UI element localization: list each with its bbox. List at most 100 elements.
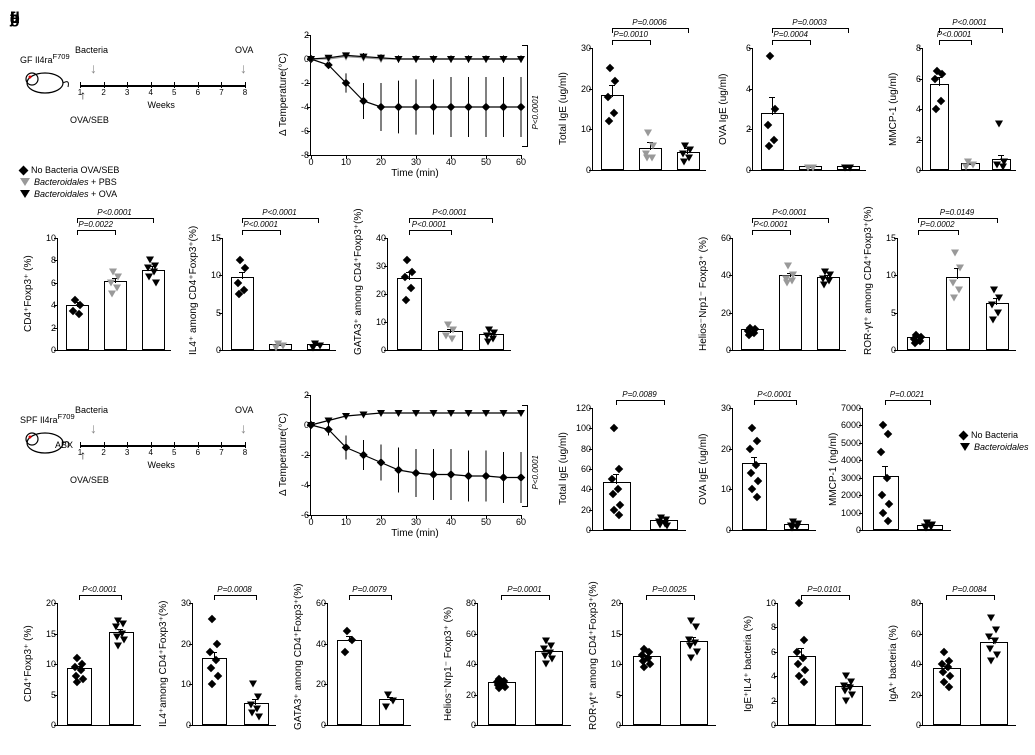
line-chart: -6-4-2020102030405060Δ Temperature(°C)Ti… xyxy=(280,380,530,540)
p-value: P<0.0001 xyxy=(531,95,540,129)
data-point xyxy=(316,343,324,350)
timeline-a xyxy=(80,85,245,87)
chart-svg xyxy=(311,395,521,515)
data-point xyxy=(846,164,854,171)
arrow-down-icon: ↓ xyxy=(90,420,97,436)
data-point xyxy=(820,281,828,288)
pval-bracket xyxy=(918,230,959,235)
week-number: 5 xyxy=(172,448,176,457)
arrow-up-icon: ↑ xyxy=(80,448,86,462)
bar-chart-d2: 051015P<0.0001P<0.0001 IL4⁺ among CD4⁺Fox… xyxy=(190,210,340,360)
bar-chart-d3: 010203040P<0.0001P<0.0001GATA3⁺ among CD… xyxy=(355,210,515,360)
legend-label: No Bacteria xyxy=(971,430,1018,440)
p-value: P<0.0001 xyxy=(531,455,540,489)
pval-bracket xyxy=(501,595,550,600)
data-point xyxy=(643,154,651,161)
p-value: P=0.0079 xyxy=(352,585,386,594)
bar-chart-h1: 05101520P<0.0001CD4⁺Foxp3⁺ (%) xyxy=(25,575,145,735)
data-point xyxy=(990,287,998,294)
data-point xyxy=(748,424,756,432)
p-value: P=0.0025 xyxy=(652,585,686,594)
timeline-f xyxy=(80,445,245,447)
y-axis-label: IgA⁺ bacteria (%) xyxy=(888,598,899,730)
week-number: 3 xyxy=(125,448,129,457)
data-point xyxy=(484,338,492,345)
data-point xyxy=(922,525,930,532)
legend-label: No Bacteria OVA/SEB xyxy=(31,165,119,175)
week-number: 6 xyxy=(196,448,200,457)
panel-label-j: j xyxy=(10,10,14,28)
data-point xyxy=(449,327,457,334)
data-point xyxy=(950,294,958,301)
data-point xyxy=(649,142,657,149)
y-axis-label: Total IgE (ug/ml) xyxy=(558,43,569,175)
p-value: P=0.0101 xyxy=(807,585,841,594)
bar xyxy=(788,656,816,725)
legend-label: Bacteroidales + PBS xyxy=(34,177,117,187)
pval-bracket xyxy=(79,595,123,600)
plot-area: 0204060P=0.0079 xyxy=(327,603,411,726)
data-point xyxy=(644,130,652,137)
abx-label: ABX xyxy=(55,440,73,450)
data-point xyxy=(686,146,694,153)
data-point xyxy=(114,642,122,649)
plot-area: 051015P<0.0001P<0.0001 xyxy=(222,238,336,351)
p-value: P=0.0006 xyxy=(632,18,666,27)
pval-bracket xyxy=(939,40,972,45)
data-point xyxy=(949,279,957,286)
plot-area: 010203040P<0.0001P<0.0001 xyxy=(387,238,511,351)
pval-bracket xyxy=(801,595,850,600)
pval-bracket xyxy=(77,218,154,223)
plot-area: 0102030P=0.0008 xyxy=(192,603,276,726)
data-point xyxy=(611,76,619,84)
bar-chart-d1: 0246810P=0.0022P<0.0001CD4⁺Foxp3⁺ (%) xyxy=(25,210,175,360)
pval-bracket xyxy=(772,28,849,33)
data-point xyxy=(687,654,695,661)
ova-seb-label: OVA/SEB xyxy=(70,475,109,485)
data-point xyxy=(753,436,761,444)
legend-label: Bacteroidales xyxy=(974,442,1029,452)
p-value: P<0.0001 xyxy=(82,585,116,594)
legend-marker-icon xyxy=(959,430,969,440)
bar-chart-e2: 051015P=0.0002P=0.0149ROR-γt⁺ among CD4⁺… xyxy=(865,210,1020,360)
data-point xyxy=(254,693,262,700)
week-number: 5 xyxy=(172,88,176,97)
spf-label: SPF Il4ra xyxy=(20,415,58,425)
pval-bracket xyxy=(772,40,812,45)
bar-chart-h2: 0102030P=0.0008IL4⁺among CD4⁺Foxp3⁺(%) xyxy=(160,575,280,735)
y-axis-label: IL4⁺ among CD4⁺Foxp3⁺(%) xyxy=(188,233,199,355)
pval-bracket xyxy=(646,595,695,600)
bar-chart-b1: 0102030P=0.0010P=0.0006 Total IgE (ug/ml) xyxy=(560,20,710,180)
plot-area: 0246810P=0.0101 xyxy=(777,603,871,726)
data-point xyxy=(389,697,397,704)
y-axis-label: ROR-γt⁺ among CD4⁺Foxp3⁺(%) xyxy=(588,598,599,730)
y-axis-label: Total IgE (ug/ml) xyxy=(558,403,569,535)
bacteria-label: Bacteria xyxy=(75,405,108,415)
data-point xyxy=(606,64,614,72)
week-number: 4 xyxy=(148,88,152,97)
plot-area: 0246P=0.0004P=0.0003 xyxy=(752,48,866,171)
data-point xyxy=(213,639,221,647)
week-number: 2 xyxy=(101,88,105,97)
data-point xyxy=(788,524,796,531)
p-value: P<0.0001 xyxy=(262,208,296,217)
mouse-icon xyxy=(20,65,70,95)
legend-item: Bacteroidales + OVA xyxy=(20,189,119,199)
data-point xyxy=(382,703,390,710)
legend-item: Bacteroidales xyxy=(960,442,1029,452)
arrow-down-icon: ↓ xyxy=(240,420,247,436)
y-axis-label: OVA IgE (ug/ml) xyxy=(718,43,729,175)
p-value: P=0.0089 xyxy=(622,390,656,399)
y-axis-label: CD4⁺Foxp3⁺ (%) xyxy=(23,233,34,355)
data-point xyxy=(988,302,996,309)
bar-chart-i1: 020406080P=0.0001Helios⁻Nrp1⁻ Foxp3⁺ (%) xyxy=(445,575,575,735)
data-point xyxy=(766,52,774,60)
plot-area: 0102030P=0.0010P=0.0006 xyxy=(592,48,706,171)
data-point xyxy=(930,74,938,82)
bar xyxy=(779,275,802,350)
arrow-down-icon: ↓ xyxy=(240,60,247,76)
line-chart: -8-6-4-2020102030405060Δ Temperature(°C)… xyxy=(280,20,530,180)
bar-chart-e1: 0204060P<0.0001P<0.0001Helios⁻Nrp1⁻ Foxp… xyxy=(700,210,850,360)
data-point xyxy=(309,344,317,351)
bar-chart-c: 02468P<0.0001P<0.0001MMCP-1 (ug/ml) xyxy=(890,20,1020,180)
